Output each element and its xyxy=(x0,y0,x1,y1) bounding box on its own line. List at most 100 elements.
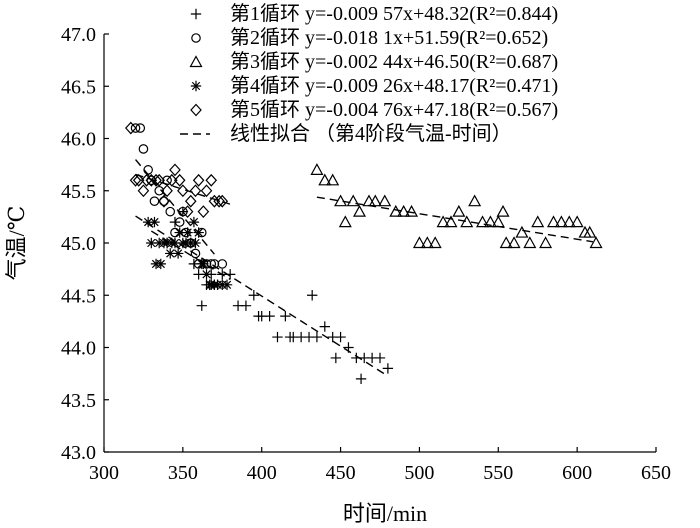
data-point-series-4 xyxy=(198,258,209,270)
data-point-series-2 xyxy=(190,248,201,259)
y-tick-label: 44.0 xyxy=(61,338,96,360)
data-point-series-5 xyxy=(132,173,145,187)
data-point-series-4 xyxy=(149,216,160,228)
fit-line-series-2 xyxy=(135,159,215,255)
data-point-series-4 xyxy=(165,248,176,259)
data-point-series-5 xyxy=(205,173,218,187)
data-point-series-5 xyxy=(145,173,158,187)
y-axis-label: 气温/℃ xyxy=(4,206,29,281)
data-point-series-3 xyxy=(338,215,352,228)
data-point-series-4 xyxy=(221,279,233,290)
data-point-series-3 xyxy=(405,204,419,217)
data-point-series-1 xyxy=(264,310,275,322)
data-point-series-3 xyxy=(531,215,545,228)
data-point-series-4 xyxy=(188,216,200,228)
legend-marker-series-2 xyxy=(191,33,201,43)
data-point-series-3 xyxy=(362,194,376,207)
y-tick-label: 47.0 xyxy=(61,24,96,46)
data-point-series-5 xyxy=(153,173,166,187)
data-point-series-2 xyxy=(217,259,228,269)
legend-marker-series-5 xyxy=(190,103,202,117)
data-point-series-2 xyxy=(149,196,160,206)
legend-entry-series-4: 第4循环 y=-0.009 26x+48.17(R²=0.471) xyxy=(230,74,558,97)
data-point-series-1 xyxy=(272,331,283,343)
data-point-series-3 xyxy=(475,215,490,228)
legend-entry-series-5: 第5循环 y=-0.004 76x+47.18(R²=0.567) xyxy=(230,98,558,121)
data-point-series-3 xyxy=(507,236,521,249)
data-point-series-3 xyxy=(570,215,584,228)
data-point-series-4 xyxy=(190,237,201,249)
data-point-series-5 xyxy=(140,173,153,187)
data-point-series-5 xyxy=(197,205,210,219)
data-point-series-3 xyxy=(491,215,505,228)
data-point-series-5 xyxy=(184,194,197,208)
data-point-series-1 xyxy=(343,342,354,353)
legend: 第1循环 y=-0.009 57x+48.32(R²=0.844)第2循环 y=… xyxy=(180,2,558,145)
data-point-series-3 xyxy=(562,215,576,228)
data-point-series-2 xyxy=(174,217,185,227)
data-point-series-3 xyxy=(436,215,450,228)
data-point-series-2 xyxy=(178,206,188,217)
x-tick-label: 600 xyxy=(562,462,592,484)
data-point-series-5 xyxy=(213,194,225,208)
legend-marker-series-1 xyxy=(190,8,202,20)
legend-entry-series-2: 第2循环 y=-0.018 1x+51.59(R²=0.652) xyxy=(230,26,548,49)
data-point-series-3 xyxy=(420,236,434,249)
data-point-series-3 xyxy=(460,215,474,228)
x-tick-label: 450 xyxy=(326,462,356,484)
data-point-series-5 xyxy=(177,184,189,198)
fit-line-series-3 xyxy=(316,196,594,243)
data-point-series-1 xyxy=(330,352,342,364)
data-point-series-3 xyxy=(444,215,458,228)
data-point-series-5 xyxy=(137,184,150,198)
data-point-series-4 xyxy=(146,237,157,249)
data-point-series-3 xyxy=(515,225,529,238)
data-point-series-3 xyxy=(397,204,411,217)
data-point-series-3 xyxy=(428,236,442,249)
data-point-series-5 xyxy=(181,205,194,219)
data-point-series-4 xyxy=(182,227,193,238)
axes: 300 350 400 450 500 550 600 650 43.0 43.5 44.0 44.5… xyxy=(4,24,671,526)
data-point-series-5 xyxy=(161,184,173,198)
data-point-series-3 xyxy=(589,236,603,249)
data-point-series-1 xyxy=(374,352,386,364)
legend-entry-fit-line: 线性拟合 （第4阶段气温-时间） xyxy=(230,122,512,145)
data-point-series-1 xyxy=(196,300,207,311)
data-point-series-3 xyxy=(468,194,482,207)
x-tick-label: 650 xyxy=(641,462,671,484)
data-point-series-1 xyxy=(240,300,252,311)
data-point-series-3 xyxy=(389,204,403,217)
fit-line-series-1 xyxy=(135,215,389,377)
data-point-series-4 xyxy=(172,248,184,259)
data-point-series-5 xyxy=(200,184,213,198)
data-point-series-3 xyxy=(352,204,367,217)
data-point-series-2 xyxy=(143,165,153,175)
data-point-series-1 xyxy=(335,331,346,343)
data-point-series-4 xyxy=(142,216,154,228)
data-point-series-5 xyxy=(158,194,170,208)
data-point-series-2 xyxy=(138,144,149,154)
data-point-series-3 xyxy=(499,236,513,249)
data-point-series-5 xyxy=(208,194,221,208)
data-point-series-3 xyxy=(368,194,382,207)
data-point-series-3 xyxy=(318,173,332,186)
data-point-series-5 xyxy=(216,194,229,208)
data-points xyxy=(125,121,603,385)
data-point-series-1 xyxy=(319,321,330,332)
data-point-series-1 xyxy=(311,331,323,343)
legend-entry-series-3: 第3循环 y=-0.002 44x+46.50(R²=0.687) xyxy=(230,50,558,73)
y-tick-label: 46.5 xyxy=(61,76,96,98)
x-tick-label: 350 xyxy=(168,462,198,484)
data-point-series-3 xyxy=(412,236,426,249)
data-point-series-3 xyxy=(496,204,510,217)
data-point-series-1 xyxy=(280,310,291,322)
legend-marker-series-3 xyxy=(189,55,203,68)
y-tick-label: 44.5 xyxy=(61,285,96,307)
data-point-series-5 xyxy=(125,121,137,135)
data-point-series-5 xyxy=(189,184,202,198)
data-point-series-3 xyxy=(334,194,348,207)
y-tick-label: 46.0 xyxy=(61,129,96,151)
data-point-series-3 xyxy=(310,163,324,175)
data-point-series-3 xyxy=(554,215,568,228)
data-point-series-4 xyxy=(193,227,204,238)
